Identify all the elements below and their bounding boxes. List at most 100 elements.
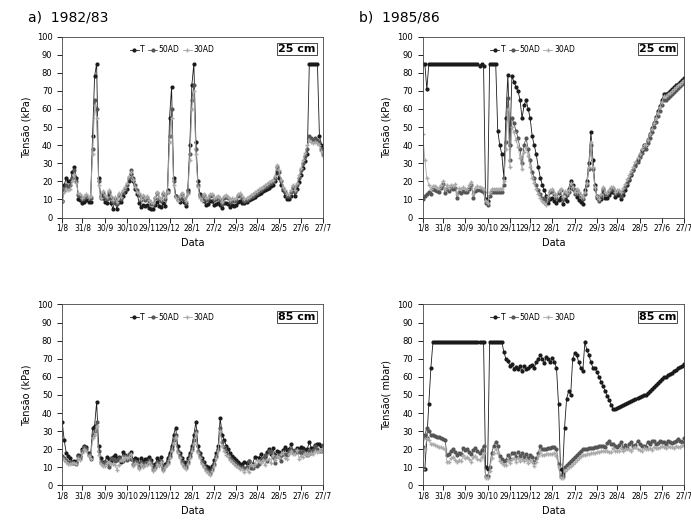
T: [171, 424, 180, 431]
50AD: [419, 196, 427, 203]
50AD: [196, 454, 204, 460]
T: [419, 466, 427, 472]
Y-axis label: Tensão (kPa): Tensão (kPa): [381, 96, 392, 158]
30AD: [680, 77, 688, 83]
T: [429, 339, 437, 346]
T: [131, 454, 140, 460]
30AD: [93, 423, 101, 429]
Line: 50AD: 50AD: [422, 426, 685, 478]
30AD: [129, 176, 138, 183]
50AD: [171, 432, 180, 438]
30AD: [234, 191, 243, 197]
Line: 30AD: 30AD: [60, 424, 325, 477]
30AD: [319, 153, 328, 159]
30AD: [423, 435, 431, 442]
50AD: [234, 462, 243, 469]
30AD: [558, 475, 567, 481]
T: [530, 142, 538, 148]
30AD: [267, 460, 275, 467]
50AD: [198, 196, 206, 203]
50AD: [58, 198, 66, 205]
T: [593, 193, 601, 199]
30AD: [615, 448, 623, 454]
50AD: [593, 195, 601, 201]
50AD: [680, 435, 688, 442]
T: [93, 61, 101, 67]
30AD: [419, 466, 427, 472]
Line: 30AD: 30AD: [60, 89, 325, 205]
T: [58, 419, 66, 425]
50AD: [534, 450, 542, 456]
50AD: [625, 175, 634, 182]
T: [267, 450, 275, 457]
X-axis label: Data: Data: [181, 506, 205, 516]
T: [133, 191, 141, 197]
50AD: [267, 180, 275, 186]
30AD: [171, 433, 180, 440]
Line: T: T: [422, 341, 685, 474]
T: [680, 361, 688, 367]
30AD: [196, 455, 204, 461]
50AD: [556, 187, 565, 194]
30AD: [234, 464, 243, 470]
Line: 50AD: 50AD: [61, 84, 325, 206]
30AD: [542, 201, 551, 208]
T: [234, 459, 243, 465]
30AD: [680, 443, 688, 449]
Text: a)  1982/83: a) 1982/83: [28, 10, 108, 25]
Line: 50AD: 50AD: [61, 421, 325, 474]
Text: 25 cm: 25 cm: [278, 44, 316, 54]
30AD: [613, 186, 621, 193]
T: [419, 61, 427, 67]
T: [680, 75, 688, 81]
30AD: [58, 455, 66, 461]
50AD: [254, 460, 263, 467]
T: [489, 61, 498, 67]
50AD: [419, 444, 427, 450]
T: [556, 466, 565, 472]
50AD: [131, 458, 140, 464]
50AD: [613, 188, 621, 195]
50AD: [615, 442, 623, 448]
Text: 85 cm: 85 cm: [639, 312, 676, 322]
50AD: [190, 82, 198, 89]
Text: 85 cm: 85 cm: [278, 312, 316, 322]
Legend: T, 50AD, 30AD: T, 50AD, 30AD: [487, 310, 578, 325]
50AD: [595, 443, 603, 449]
50AD: [482, 473, 490, 480]
30AD: [254, 458, 263, 464]
50AD: [558, 473, 567, 480]
30AD: [625, 172, 634, 178]
Legend: T, 50AD, 30AD: T, 50AD, 30AD: [126, 310, 217, 325]
Text: 25 cm: 25 cm: [639, 44, 676, 54]
T: [558, 201, 567, 207]
30AD: [206, 471, 214, 478]
X-axis label: Data: Data: [542, 239, 565, 248]
T: [196, 450, 204, 456]
Legend: T, 50AD, 30AD: T, 50AD, 30AD: [487, 42, 578, 57]
30AD: [593, 193, 601, 199]
T: [319, 443, 328, 449]
T: [554, 196, 562, 203]
T: [627, 398, 636, 405]
50AD: [423, 424, 431, 431]
T: [206, 466, 214, 472]
T: [613, 192, 621, 198]
T: [198, 196, 206, 203]
T: [254, 455, 263, 461]
50AD: [171, 193, 180, 199]
50AD: [319, 151, 328, 157]
30AD: [58, 198, 66, 205]
Line: T: T: [61, 401, 325, 470]
30AD: [530, 180, 538, 186]
50AD: [484, 201, 492, 208]
30AD: [319, 444, 328, 450]
T: [491, 339, 500, 346]
Line: T: T: [61, 62, 325, 210]
30AD: [489, 185, 498, 192]
50AD: [319, 442, 328, 448]
30AD: [267, 178, 275, 184]
30AD: [254, 186, 263, 193]
50AD: [267, 449, 275, 455]
T: [319, 146, 328, 152]
